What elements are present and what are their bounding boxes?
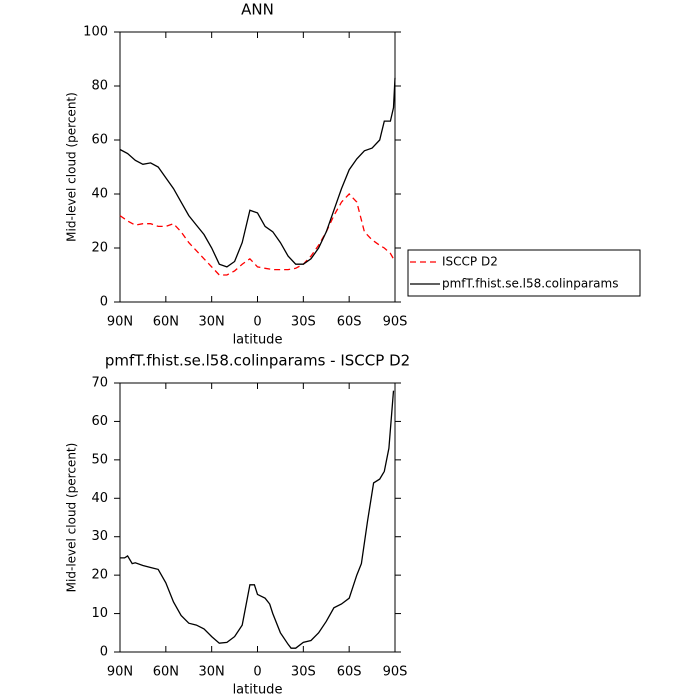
chart-title: ANN [241, 1, 274, 19]
y-tick-label: 20 [91, 568, 108, 583]
data-line [120, 390, 395, 649]
y-tick-label: 50 [91, 452, 108, 467]
x-tick-label: 90S [383, 665, 408, 680]
legend-box [407, 249, 641, 297]
plot-frame [119, 31, 396, 303]
x-tick-label: 30S [291, 315, 316, 330]
y-tick-label: 0 [100, 645, 108, 660]
x-tick-label: 0 [253, 315, 261, 330]
plot-frame [119, 382, 396, 653]
x-tick-label: 60S [337, 315, 362, 330]
x-tick-label: 60S [337, 665, 362, 680]
x-tick-label: 30S [291, 665, 316, 680]
chart-title: pmfT.fhist.se.l58.colinparams - ISCCP D2 [105, 352, 410, 370]
x-tick-label: 90N [107, 315, 133, 330]
data-line [119, 193, 396, 276]
y-tick-label: 20 [91, 241, 108, 256]
legend-label: ISCCP D2 [442, 255, 498, 269]
y-tick-label: 80 [91, 79, 108, 94]
y-tick-label: 100 [83, 25, 108, 40]
x-tick-label: 90S [383, 315, 408, 330]
x-tick-label: 0 [253, 665, 261, 680]
x-axis-label: latitude [233, 683, 283, 698]
x-tick-label: 60N [153, 315, 179, 330]
data-line [119, 77, 396, 268]
y-tick-label: 40 [91, 491, 108, 506]
x-tick-label: 30N [199, 315, 225, 330]
x-tick-label: 90N [107, 665, 133, 680]
y-axis-label: Mid-level cloud (percent) [65, 92, 79, 242]
x-tick-label: 30N [199, 665, 225, 680]
y-tick-label: 0 [100, 295, 108, 310]
y-axis-label: Mid-level cloud (percent) [65, 443, 79, 593]
y-tick-label: 30 [91, 529, 108, 544]
y-tick-label: 40 [91, 187, 108, 202]
y-tick-label: 60 [91, 414, 108, 429]
y-tick-label: 70 [91, 376, 108, 391]
y-tick-label: 10 [91, 606, 108, 621]
y-tick-label: 60 [91, 133, 108, 148]
x-axis-label: latitude [233, 333, 283, 348]
x-tick-label: 60N [153, 665, 179, 680]
legend-label: pmfT.fhist.se.l58.colinparams [442, 277, 618, 291]
